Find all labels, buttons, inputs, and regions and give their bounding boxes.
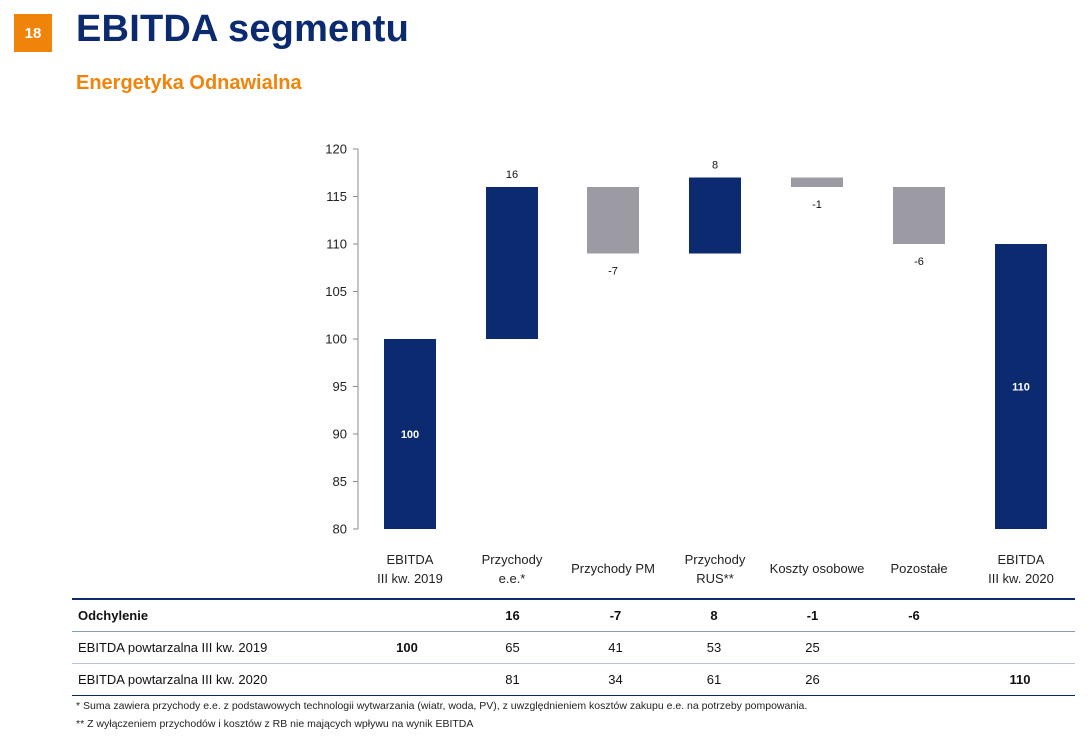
table-cell: -7 (565, 598, 666, 632)
data-label: 100 (401, 429, 419, 441)
page-number-badge: 18 (14, 14, 52, 52)
data-label: -6 (914, 256, 924, 268)
table-cell: 41 (565, 631, 666, 664)
page-subtitle: Energetyka Odnawialna (76, 72, 302, 94)
table-cell: 34 (565, 663, 666, 696)
x-category-label: Pozostałe (890, 561, 948, 576)
footnote: ** Z wyłączeniem przychodów i kosztów z … (76, 718, 474, 730)
table-cell: 110 (965, 663, 1075, 696)
row-label: EBITDA powtarzalna III kw. 2019 (72, 631, 354, 664)
table-row: Odchylenie 16 -7 8 -1 -6 (72, 598, 1075, 632)
row-label: Odchylenie (72, 598, 354, 632)
data-label: -1 (812, 199, 822, 211)
waterfall-bar (995, 244, 1047, 529)
data-label: 8 (712, 160, 718, 172)
y-tick-label: 80 (333, 522, 347, 537)
waterfall-bar (689, 177, 741, 254)
table-cell: 65 (460, 631, 565, 664)
data-label: 110 (1012, 382, 1030, 394)
data-label: 16 (506, 169, 518, 181)
y-tick-label: 110 (326, 237, 347, 252)
table-cell (863, 663, 965, 696)
waterfall-chart: 80 85 90 95 100 105 110 115 120 100 16 -7 8 -1 -6 110 (325, 142, 1047, 537)
table-cell: 53 (666, 631, 762, 664)
table-cell (965, 631, 1075, 664)
y-tick-label: 100 (325, 332, 347, 347)
x-category-label: EBITDA III kw. 2019 (377, 552, 443, 586)
table-cell: 100 (354, 631, 460, 664)
table-cell (354, 598, 460, 632)
table-row: EBITDA powtarzalna III kw. 2020 81 34 61… (72, 663, 1075, 696)
y-tick-label: 115 (326, 189, 347, 204)
table-cell: 8 (666, 598, 762, 632)
waterfall-bar (486, 187, 538, 339)
table-cell: 61 (666, 663, 762, 696)
waterfall-bar (384, 339, 436, 529)
y-tick-label: 95 (333, 379, 347, 394)
table-row: EBITDA powtarzalna III kw. 2019 100 65 4… (72, 631, 1075, 664)
x-category-label: Przychody PM (571, 561, 655, 576)
table-cell (354, 663, 460, 696)
variance-table: Odchylenie 16 -7 8 -1 -6 EBITDA powtarza… (72, 598, 1075, 696)
x-category-label: Przychody e.e.* (481, 552, 543, 586)
table-cell: 25 (762, 631, 863, 664)
y-tick-label: 85 (333, 474, 347, 489)
x-category-label: Koszty osobowe (769, 561, 865, 576)
row-label: EBITDA powtarzalna III kw. 2020 (72, 663, 354, 696)
waterfall-bar (587, 187, 639, 254)
table-cell (965, 598, 1075, 632)
waterfall-bar (893, 187, 945, 244)
table-cell: -6 (863, 598, 965, 632)
x-category-label: EBITDA III kw. 2020 (988, 552, 1054, 586)
x-category-label: Przychody RUS** (684, 552, 746, 586)
data-label: -7 (608, 266, 618, 278)
y-tick-label: 120 (325, 142, 347, 157)
page-title: EBITDA segmentu (76, 8, 410, 50)
table-cell (863, 631, 965, 664)
table-cell: 26 (762, 663, 863, 696)
y-tick-label: 105 (325, 284, 347, 299)
footnote: * Suma zawiera przychody e.e. z podstawo… (76, 700, 808, 712)
y-tick-label: 90 (333, 427, 347, 442)
table-cell: 16 (460, 598, 565, 632)
table-cell: -1 (762, 598, 863, 632)
table-cell: 81 (460, 663, 565, 696)
waterfall-bar (791, 177, 843, 187)
